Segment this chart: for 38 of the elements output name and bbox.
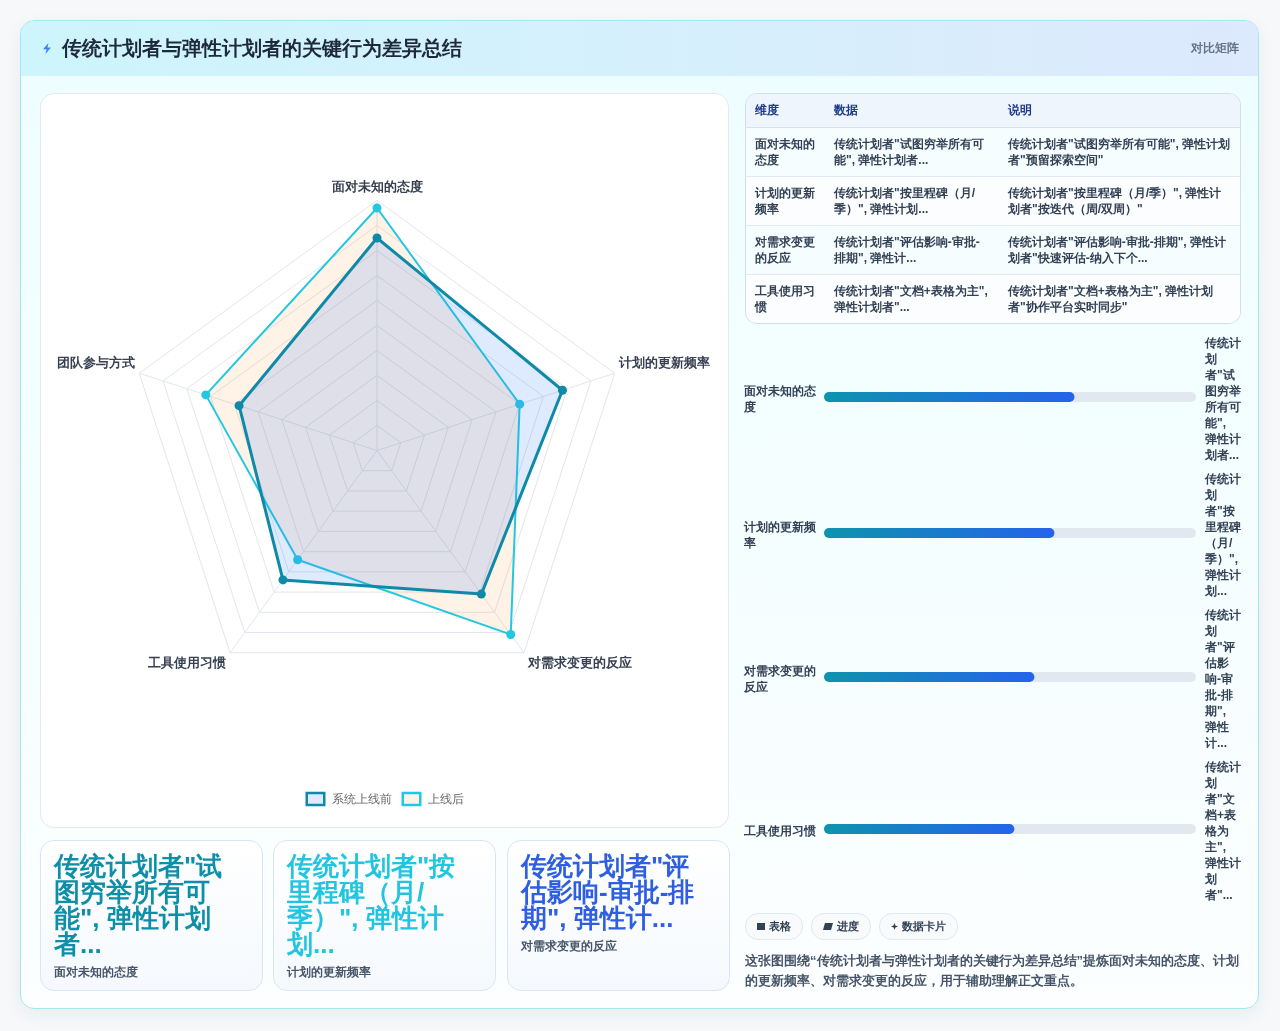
y-tick-label: 对需求变更的反应 <box>743 664 816 694</box>
text: 表格 <box>769 919 791 934</box>
spoke-label: 面对未知的态度 <box>330 179 423 194</box>
text: 这张图围绕“传统计划者与弹性计划者的关键行为差异总结”提炼面对未知的态度、计划的更新频率、对需求变更的反应，用于辅助理解正文重点。 <box>745 952 1240 990</box>
text: 传统计划者"文档+表格为主", 弹性计划者"... <box>1205 760 1241 902</box>
text: 传统计划者"试图穷举所有可能", 弹性计划者... <box>834 136 984 167</box>
text: 维度 <box>746 94 825 127</box>
text: 传统计划者"评估影响-审批-排期", 弹性计... <box>1205 608 1241 750</box>
text: 传统计划者"文档+表格为主", 弹性计划者"协作平台实时同步" <box>1008 283 1214 314</box>
text: 传统计划者"试图穷举所有可能", 弹性计划者"预留探索空间" <box>1008 136 1231 167</box>
text: 对比矩阵 <box>1191 40 1239 57</box>
spoke-label: 工具使用习惯 <box>147 655 227 671</box>
text: 传统计划者"试图穷举所有可能", 弹性计划者... <box>54 851 224 959</box>
legend-label: 系统上线前 <box>331 792 392 806</box>
y-tick-label: 计划的更新频率 <box>743 520 817 550</box>
text: 传统计划者"评估影响-审批-排期", 弹性计... <box>521 851 696 933</box>
text: 传统计划者"试图穷举所有可能", 弹性计划者... <box>1204 336 1242 462</box>
spoke-label: 团队参与方式 <box>57 354 136 370</box>
y-tick-label: 工具使用习惯 <box>743 824 816 838</box>
text: 传统计划者"按里程碑（月/季）", 弹性计划... <box>834 185 976 216</box>
text: 传统计划者"按里程碑（月/季）", 弹性计划者"按迭代（周/双周）" <box>1008 185 1222 216</box>
text: 面对未知的态度 <box>54 964 139 980</box>
text: 传统计划者与弹性计划者的关键行为差异总结 <box>62 36 462 61</box>
text: 传统计划者"评估影响-审批-排期", 弹性计... <box>834 234 980 265</box>
text: 传统计划者"评估影响-审批-排期", 弹性计划者"快速评估-纳入下个... <box>1008 234 1227 265</box>
text: 进度 <box>837 919 859 934</box>
text: 传统计划者"按里程碑（月/季）", 弹性计划... <box>1204 472 1242 598</box>
category-label: 数据 <box>825 94 999 127</box>
text: 传统计划者"文档+表格为主", 弹性计划者"... <box>834 283 988 314</box>
text: 传统计划者"按里程碑（月/季）", 弹性计划... <box>287 851 457 959</box>
y-tick-label: 面对未知的态度 <box>743 384 817 414</box>
category-label: 说明 <box>999 94 1240 127</box>
text: 计划的更新频率 <box>287 964 372 980</box>
text: 数据卡片 <box>902 919 946 934</box>
spoke-label: 计划的更新频率 <box>617 354 710 370</box>
text: 对需求变更的反应 <box>521 938 618 954</box>
spoke-label: 对需求变更的反应 <box>526 655 632 671</box>
legend-label: 上线后 <box>427 792 464 806</box>
